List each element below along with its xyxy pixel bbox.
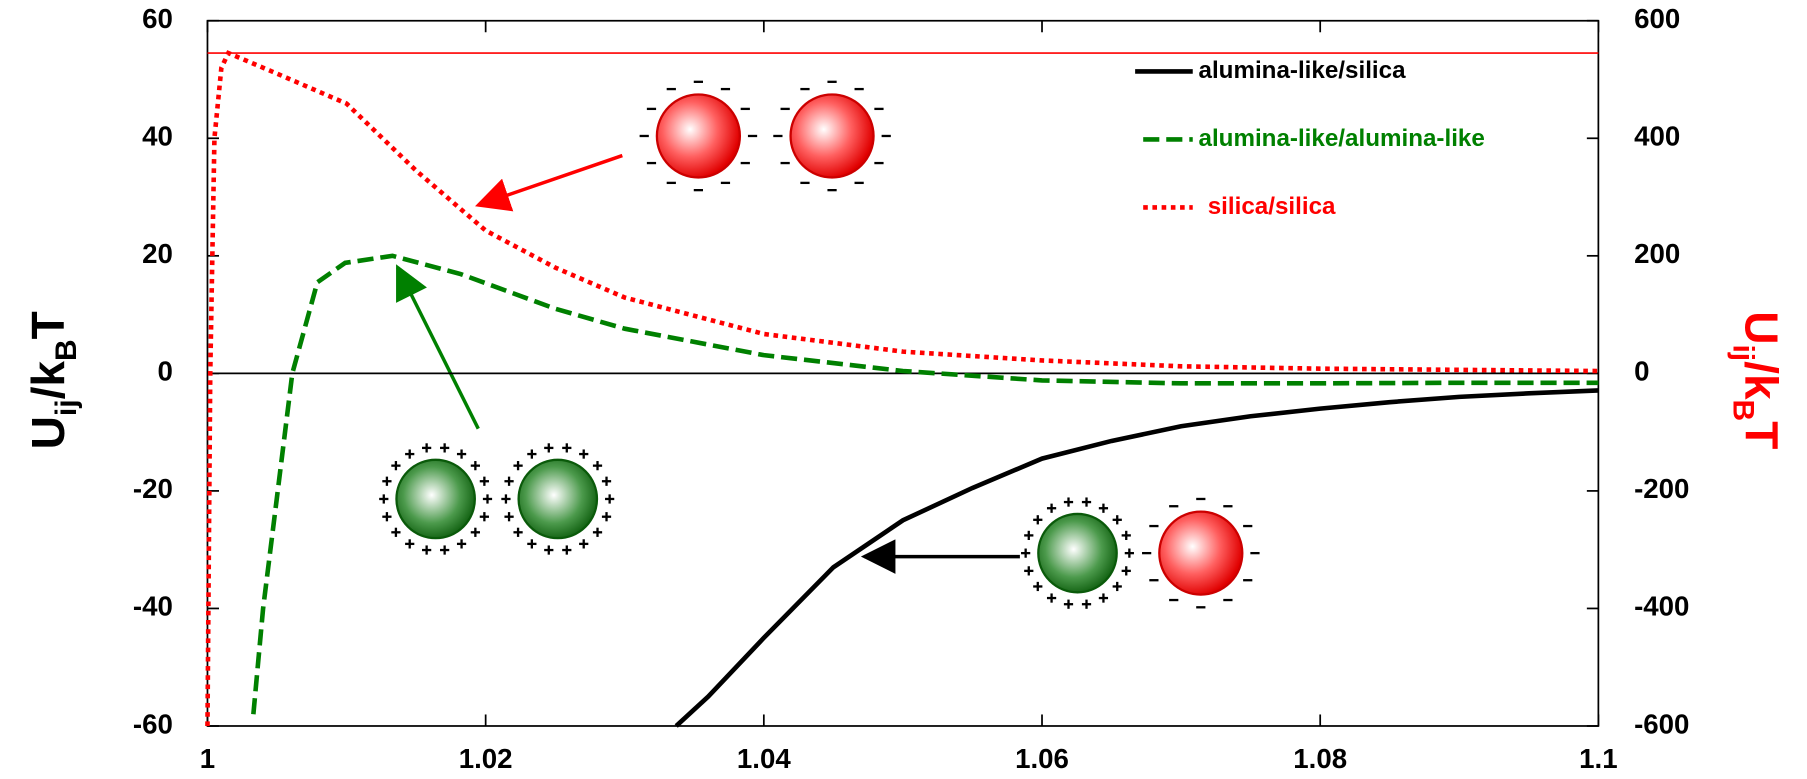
x-tick-label: 1.02	[459, 743, 513, 774]
x-tick-label: 1.06	[1015, 743, 1069, 774]
y2-tick-label: 400	[1634, 121, 1680, 152]
y-tick-label: 0	[158, 356, 173, 387]
y2-tick-label: 600	[1634, 3, 1680, 34]
axis-label-part: ij	[50, 399, 83, 416]
axis-label-part: ij	[1726, 344, 1759, 361]
axis-label-part: U	[1735, 311, 1787, 344]
particle	[519, 460, 597, 538]
particle	[396, 460, 474, 538]
particle	[791, 94, 874, 177]
y-tick-label: 60	[142, 3, 173, 34]
axis-label-part: T	[1735, 421, 1787, 449]
x-tick-label: 1.08	[1293, 743, 1347, 774]
legend-label: silica/silica	[1208, 193, 1336, 220]
legend-label: alumina-like/silica	[1199, 57, 1407, 84]
y-tick-label: -20	[133, 473, 173, 504]
y2-tick-label: 0	[1634, 356, 1649, 387]
arrow	[478, 156, 622, 206]
y2-tick-label: -400	[1634, 591, 1689, 622]
axis-label-part: T	[22, 311, 74, 339]
chart: Uij/kBT Uij/kBT 11.021.041.061.081.1-60-…	[0, 0, 1807, 779]
axis-label-part: B	[1726, 400, 1759, 422]
legend-label: alumina-like/alumina-like	[1199, 125, 1485, 152]
y-tick-label: -40	[133, 591, 173, 622]
axis-label-part: /k	[1735, 361, 1787, 400]
particle	[1038, 514, 1116, 592]
x-tick-label: 1.04	[737, 743, 791, 774]
series-line	[207, 53, 1598, 726]
x-tick-label: 1.1	[1579, 743, 1617, 774]
y-tick-label: -60	[133, 708, 173, 739]
axis-label-part: /k	[22, 361, 74, 400]
particle-icons	[379, 82, 1259, 609]
y2-tick-label: -200	[1634, 473, 1689, 504]
particle	[1159, 512, 1242, 595]
particle	[657, 94, 740, 177]
x-tick-label: 1	[200, 743, 215, 774]
y2-axis-label: Uij/kBT	[1726, 311, 1787, 449]
y-tick-label: 40	[142, 121, 173, 152]
y2-tick-label: 200	[1634, 238, 1680, 269]
axis-label-part: U	[22, 416, 74, 449]
y-tick-label: 20	[142, 238, 173, 269]
arrow	[398, 267, 479, 428]
y-axis-label: Uij/kBT	[22, 311, 83, 449]
y2-tick-label: -600	[1634, 708, 1689, 739]
series-line	[676, 390, 1598, 726]
axis-label-part: B	[50, 339, 83, 361]
